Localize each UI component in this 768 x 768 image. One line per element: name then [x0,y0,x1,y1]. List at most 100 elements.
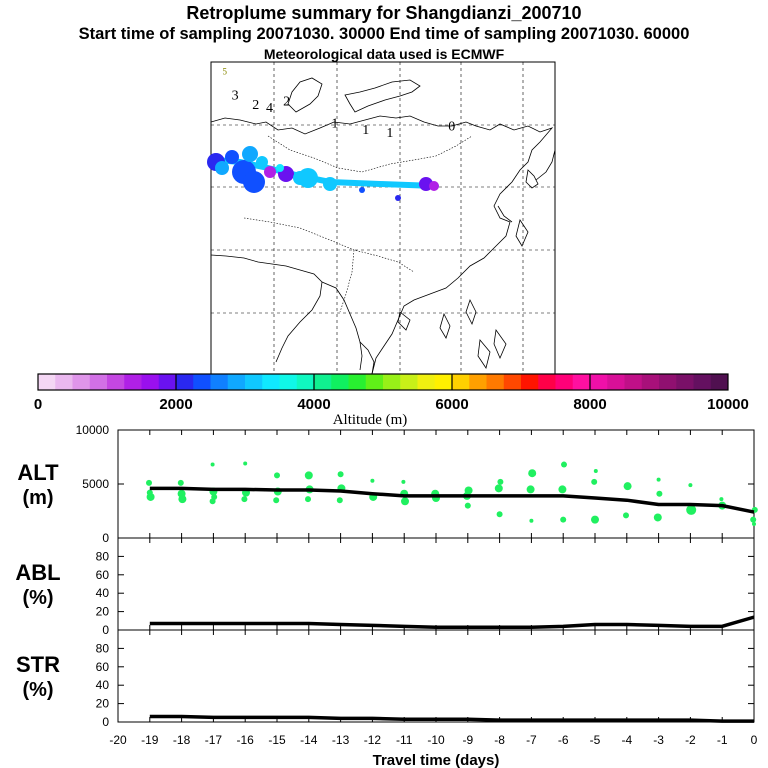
colorbar-swatch [107,374,125,390]
altitude-point [336,497,343,504]
sampling-times: Start time of sampling 20071030. 30000 E… [78,25,690,43]
x-tick-label: -20 [109,733,127,747]
altitude-point [464,502,471,509]
y-tick-label: 0 [102,715,109,729]
y-tick-label: 10000 [76,423,110,437]
panel-alt: 0 5000 10000 ALT(m) [17,423,758,545]
plume-blob [395,195,401,201]
colorbar-tick-label: 2000 [159,396,192,413]
x-axis-label: Travel time (days) [373,752,500,768]
colorbar-swatch [365,374,384,390]
altitude-point [370,478,375,483]
x-tick-label: 0 [751,733,758,747]
altitude-point [273,497,280,504]
x-tick-label: -16 [237,733,255,747]
altitude-point [178,495,187,504]
colorbar-swatch [55,374,73,390]
x-tick-label: -14 [300,733,318,747]
colorbar-swatch [141,374,160,390]
retroplume-trajectory [207,146,439,201]
altitude-point [558,485,567,494]
plume-blob [256,156,268,168]
colorbar-swatch [693,374,712,390]
altitude-point [401,479,406,484]
altitude-point [653,513,662,522]
x-tick-label: -10 [427,733,445,747]
panel-unit-abl: (%) [22,587,53,609]
colorbar-swatch [555,374,574,390]
altitude-point [656,477,661,482]
altitude-point [656,490,663,497]
colorbar-swatch [193,374,211,390]
altitude-point [209,498,216,505]
panel-frame [117,629,755,723]
x-tick-label: -11 [396,733,413,747]
altitude-point [304,471,313,480]
map-day-label: 1 [386,126,393,141]
chart-title: Retroplume summary for Shangdianzi_20071… [186,3,582,23]
colorbar-swatch [624,374,643,390]
plume-blob [242,146,258,162]
series-line-str [149,714,754,723]
colorbar-swatch [38,374,56,390]
x-tick-label: -1 [717,733,728,747]
altitude-point [591,478,598,485]
colorbar-swatch [659,374,677,390]
colorbar-swatch [486,374,505,390]
altitude-point [401,497,409,506]
x-tick-label: -4 [621,733,632,747]
x-tick-label: -13 [332,733,350,747]
colorbar-swatch [210,374,229,390]
map-day-label: 3 [232,88,239,103]
colorbar-swatch [538,374,556,390]
y-tick-label: 60 [96,660,110,674]
panel-label-alt: ALT [17,460,59,485]
colorbar-tick-label: 8000 [573,396,606,413]
y-tick-label: 20 [96,697,110,711]
altitude-point [528,469,537,478]
altitude-point [337,471,344,478]
plume-blob [298,168,318,188]
x-tick-label: -9 [462,733,473,747]
plume-blob [264,166,276,178]
colorbar-swatch [296,374,315,390]
time-series-panels: 0500010000ALT(m)020406080ABL(%)020406080… [15,423,758,747]
map-day-label: 2 [252,98,259,113]
plume-blob [225,150,239,164]
colorbar-swatch [314,374,332,390]
altitude-point [623,482,632,491]
y-tick-label: 40 [96,678,110,692]
series-line-alt [149,486,755,514]
y-tick-label: 5000 [82,477,109,491]
plume-blob [323,177,337,191]
colorbar-swatch [521,374,539,390]
plume-blob [359,187,365,193]
colorbar-swatch [89,374,108,390]
x-tick-label: -7 [526,733,537,747]
x-tick-label: -8 [494,733,505,747]
colorbar-swatch [710,374,729,390]
y-tick-label: 20 [96,605,110,619]
plume-blob [276,164,284,172]
colorbar-swatch [279,374,298,390]
colorbar-swatch [503,374,522,390]
altitude-point [719,497,724,502]
map-grid [211,62,555,374]
colorbar-swatch [227,374,246,390]
panel-frame [117,537,755,631]
altitude-point [497,478,504,485]
x-tick-label: -15 [268,733,286,747]
map-day-label: 1 [331,117,338,132]
altitude-point [243,461,248,466]
map-day-label: 1 [362,123,369,138]
x-tick-label: -6 [558,733,569,747]
x-tick-label: -18 [173,733,191,747]
map-frame [210,61,556,375]
colorbar-swatch [676,374,694,390]
colorbar-swatch [72,374,91,390]
colorbar-swatch [383,374,401,390]
altitude-point [750,516,757,523]
colorbar-swatch [590,374,608,390]
